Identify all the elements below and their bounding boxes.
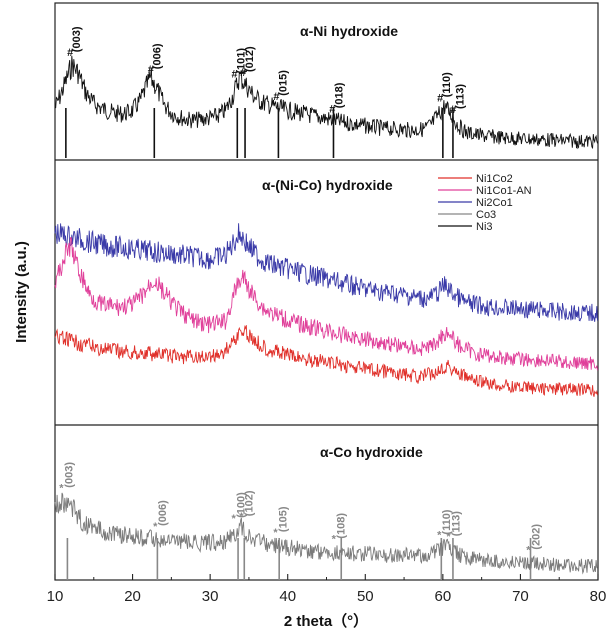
peak-label: (101) — [236, 48, 248, 74]
x-tick-label: 10 — [47, 588, 64, 605]
peak-marker: # — [329, 103, 335, 115]
peak-label: (015) — [277, 70, 289, 96]
peak-marker: # — [148, 64, 154, 76]
legend-entry: Ni1Co2 — [476, 173, 513, 185]
x-tick-label: 30 — [202, 588, 219, 605]
panel-2: α-(Ni-Co) hydroxide — [54, 177, 598, 397]
legend-entry: Co3 — [476, 209, 496, 221]
peak-marker: * — [332, 534, 337, 546]
panel-title: α-Co hydroxide — [320, 444, 423, 460]
x-axis-label: 2 theta（°） — [284, 612, 368, 630]
peak-marker: # — [450, 104, 456, 116]
peak-label: (113) — [454, 84, 466, 109]
x-axis: 10 20 30 40 50 60 70 80 — [47, 574, 607, 605]
series-line — [54, 492, 598, 575]
peak-label: (105) — [277, 506, 289, 532]
series-line — [54, 325, 598, 397]
peak-marker: * — [153, 521, 158, 533]
peak-marker: # — [240, 67, 246, 79]
panels: α-Ni hydroxide#(003)#(006)#(101)#(012)#(… — [54, 23, 598, 580]
peak-label: (102) — [243, 490, 255, 516]
y-axis-label: Intensity (a.u.) — [13, 241, 30, 343]
peak-marker: # — [232, 69, 238, 81]
x-tick-label: 50 — [357, 588, 374, 605]
plot-frame — [54, 2, 599, 581]
series-line — [54, 55, 598, 150]
legend-entry: Ni3 — [476, 221, 493, 233]
peak-label: (018) — [333, 82, 345, 108]
peak-label: (003) — [71, 26, 83, 52]
peak-marker: # — [437, 92, 443, 104]
x-tick-label: 70 — [512, 588, 529, 605]
peak-label: (100) — [236, 492, 248, 518]
x-tick-label: 40 — [279, 588, 296, 605]
peak-marker: # — [67, 47, 73, 59]
peak-marker: * — [437, 530, 442, 542]
legend-entry: Ni1Co1-AN — [476, 185, 532, 197]
peak-marker: * — [273, 527, 278, 539]
peak-label: (108) — [336, 513, 348, 539]
peak-marker: * — [446, 531, 451, 543]
legend-entry: Ni2Co1 — [476, 197, 513, 209]
peak-label: (012) — [244, 46, 256, 72]
peak-label: (003) — [63, 462, 75, 488]
peak-label: (006) — [152, 43, 164, 69]
series-line — [54, 223, 598, 322]
peak-label: (110) — [441, 72, 453, 97]
panel-title: α-Ni hydroxide — [300, 23, 398, 39]
panel-1: α-Ni hydroxide#(003)#(006)#(101)#(012)#(… — [54, 23, 598, 158]
peak-label: (006) — [157, 500, 169, 526]
peak-marker: # — [273, 91, 279, 103]
peak-label: (110) — [441, 509, 453, 534]
panel-title: α-(Ni-Co) hydroxide — [262, 177, 393, 193]
x-tick-label: 60 — [435, 588, 452, 605]
peak-label: (202) — [530, 524, 542, 550]
peak-marker: * — [526, 545, 531, 557]
peak-marker: * — [59, 483, 64, 495]
x-tick-label: 20 — [124, 588, 141, 605]
series-line — [54, 237, 598, 371]
x-tick-label: 80 — [590, 588, 607, 605]
panel-3: α-Co hydroxide*(003)*(006) *(100)*(102)*(… — [54, 444, 598, 580]
peak-marker: * — [232, 513, 237, 525]
peak-label: (113) — [450, 511, 462, 536]
peak-marker: * — [239, 511, 244, 523]
